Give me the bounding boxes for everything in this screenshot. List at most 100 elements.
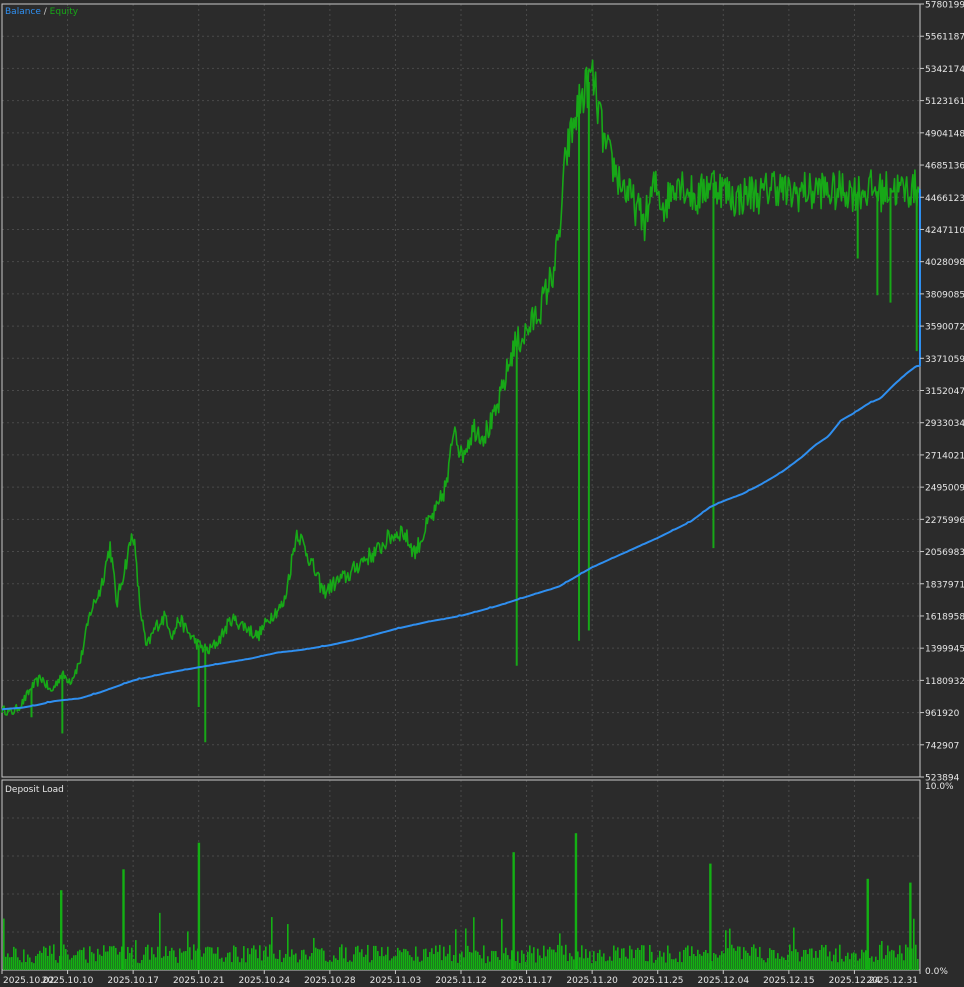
deposit-bar bbox=[771, 949, 773, 970]
deposit-bar bbox=[653, 962, 655, 970]
deposit-bar bbox=[735, 950, 737, 970]
deposit-bar bbox=[767, 958, 769, 970]
deposit-bar bbox=[7, 953, 9, 970]
deposit-bar bbox=[101, 955, 103, 970]
deposit-bar bbox=[115, 947, 117, 970]
deposit-bar bbox=[395, 956, 397, 970]
deposit-bar bbox=[745, 950, 747, 970]
x-tick-label: 2025.11.17 bbox=[501, 976, 553, 986]
deposit-bar bbox=[885, 955, 887, 970]
deposit-bar bbox=[347, 961, 349, 970]
deposit-bar bbox=[685, 947, 687, 970]
deposit-bar bbox=[669, 953, 671, 970]
deposit-bar bbox=[39, 950, 41, 970]
deposit-bar bbox=[595, 961, 597, 970]
deposit-bar bbox=[193, 944, 195, 970]
deposit-bar bbox=[41, 952, 43, 970]
deposit-bar bbox=[725, 930, 727, 970]
deposit-bar bbox=[167, 955, 169, 970]
deposit-bar bbox=[897, 954, 899, 970]
deposit-bar bbox=[555, 952, 557, 970]
deposit-bar bbox=[189, 947, 191, 970]
deposit-bar bbox=[319, 949, 321, 970]
deposit-bar bbox=[805, 949, 807, 970]
deposit-bar bbox=[811, 948, 813, 970]
deposit-bar bbox=[305, 954, 307, 970]
deposit-bar bbox=[245, 962, 247, 970]
deposit-bar bbox=[737, 946, 739, 970]
deposit-bar bbox=[251, 948, 253, 970]
deposit-bar bbox=[43, 946, 45, 970]
deposit-bar bbox=[365, 954, 367, 970]
deposit-bar bbox=[69, 959, 71, 970]
deposit-bar bbox=[505, 947, 507, 970]
deposit-bar bbox=[873, 961, 875, 970]
deposit-bar bbox=[67, 954, 69, 970]
deposit-bar bbox=[601, 956, 603, 970]
deposit-bar bbox=[691, 946, 693, 970]
deposit-bar bbox=[451, 961, 453, 970]
deposit-bar bbox=[763, 960, 765, 970]
deposit-spike bbox=[909, 882, 912, 970]
deposit-bar bbox=[697, 949, 699, 970]
deposit-bar bbox=[243, 946, 245, 970]
deposit-bar bbox=[637, 947, 639, 970]
deposit-bar bbox=[275, 958, 277, 970]
deposit-bar bbox=[137, 962, 139, 970]
deposit-bar bbox=[9, 957, 11, 970]
deposit-bar bbox=[161, 957, 163, 970]
deposit-bar bbox=[461, 951, 463, 970]
deposit-bar bbox=[273, 953, 275, 970]
deposit-bar bbox=[133, 958, 135, 970]
deposit-bar bbox=[791, 951, 793, 970]
deposit-bar bbox=[393, 956, 395, 970]
x-tick-label: 2025.10.02 bbox=[3, 976, 55, 986]
deposit-bar bbox=[449, 945, 451, 970]
deposit-bar bbox=[769, 948, 771, 970]
deposit-bar bbox=[773, 950, 775, 970]
y-tick-label: 2714021 bbox=[925, 451, 964, 461]
deposit-bar bbox=[25, 962, 27, 970]
deposit-bar bbox=[613, 945, 615, 970]
deposit-bar bbox=[855, 953, 857, 970]
deposit-bar bbox=[355, 946, 357, 970]
deposit-bar bbox=[261, 960, 263, 970]
deposit-bar bbox=[211, 947, 213, 970]
deposit-bar bbox=[895, 957, 897, 970]
deposit-bar bbox=[625, 956, 627, 970]
deposit-bar bbox=[83, 947, 85, 970]
deposit-bar bbox=[111, 946, 113, 970]
deposit-bar bbox=[729, 928, 731, 970]
deposit-bar bbox=[583, 958, 585, 970]
legend-separator: / bbox=[41, 7, 50, 17]
deposit-bar bbox=[149, 959, 151, 970]
deposit-bar bbox=[409, 955, 411, 970]
deposit-bar bbox=[793, 927, 795, 970]
deposit-bar bbox=[813, 957, 815, 970]
deposit-bar bbox=[37, 953, 39, 970]
deposit-bar bbox=[291, 949, 293, 970]
equity-y-axis: 5780199 5561187 5342174 5123161 4904148 46851… bbox=[920, 1, 964, 784]
deposit-bar bbox=[645, 960, 647, 970]
deposit-bar bbox=[145, 946, 147, 970]
deposit-bar bbox=[775, 958, 777, 970]
deposit-bar bbox=[727, 948, 729, 970]
x-tick-label: 2025.12.04 bbox=[698, 976, 750, 986]
deposit-bar bbox=[135, 940, 137, 970]
deposit-load-bars bbox=[3, 833, 919, 970]
deposit-bar bbox=[741, 959, 743, 970]
deposit-bar bbox=[559, 933, 561, 970]
deposit-load-label: Deposit Load bbox=[5, 785, 64, 795]
deposit-bar bbox=[129, 953, 131, 970]
deposit-bar bbox=[19, 960, 21, 970]
deposit-bar bbox=[427, 956, 429, 970]
deposit-bar bbox=[293, 954, 295, 970]
deposit-bar bbox=[335, 958, 337, 970]
deposit-bar bbox=[827, 956, 829, 970]
deposit-bar bbox=[445, 956, 447, 970]
deposit-bar bbox=[597, 953, 599, 970]
deposit-bar bbox=[147, 944, 149, 970]
deposit-bar bbox=[843, 961, 845, 970]
deposit-bar bbox=[139, 963, 141, 970]
deposit-bar bbox=[495, 951, 497, 970]
